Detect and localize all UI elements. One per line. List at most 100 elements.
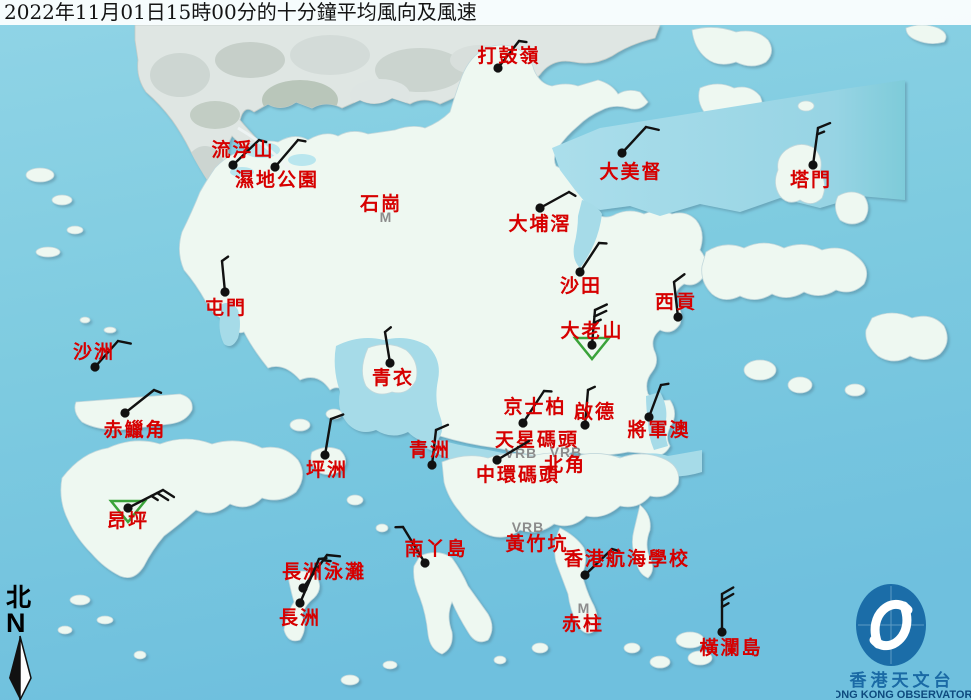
hko-name-en: HONG KONG OBSERVATORY — [836, 689, 971, 700]
station-waglan-island: 橫瀾島 — [699, 586, 762, 659]
station-label: 西貢 — [655, 291, 697, 313]
peng-chau-island — [310, 447, 346, 475]
hko-name-zh: 香港天文台 — [850, 670, 955, 691]
wind-barb-shaft — [93, 339, 120, 369]
station-label: 塔門 — [790, 168, 832, 191]
wind-barb-feather — [593, 303, 608, 312]
wind-barb-shaft — [401, 525, 427, 565]
station-ngong-ping: 昂坪 — [107, 488, 176, 532]
station-label: 流浮山 — [211, 138, 274, 161]
wind-barb-shaft — [538, 190, 571, 210]
station-sha-tin: 沙田 — [560, 241, 608, 297]
wind-barb-feather — [672, 273, 686, 284]
station-stanley: M赤柱 — [562, 600, 602, 635]
wind-barb-shaft — [578, 241, 601, 274]
fishponds — [288, 154, 316, 166]
station-dot — [587, 340, 597, 350]
east-islands — [865, 312, 948, 362]
wind-barb-feather — [116, 339, 132, 345]
wind-barb-feather — [321, 559, 332, 563]
tseung-kwan-o-inlet-water — [646, 392, 668, 450]
wind-barb-feather — [816, 121, 832, 130]
station-dot — [673, 312, 683, 322]
wind-barb-feather — [296, 138, 307, 143]
station-dot — [295, 598, 305, 608]
station-label: 沙田 — [560, 275, 602, 297]
station-dot — [518, 418, 528, 428]
station-dot — [580, 570, 590, 580]
station-dot — [580, 420, 590, 430]
station-label: 打鼓嶺 — [477, 44, 540, 67]
tsing-yi-island — [362, 344, 418, 395]
station-dot — [120, 408, 130, 418]
station-label: 屯門 — [205, 296, 247, 319]
station-label: 濕地公園 — [235, 168, 319, 191]
station-tseung-kwan-o: 將軍澳 — [627, 382, 689, 441]
station-label: 大埔滘 — [508, 212, 571, 235]
station-label: 赤鱲角 — [103, 418, 166, 441]
station-dot — [270, 162, 280, 172]
gust-triangle-icon — [108, 499, 148, 524]
station-dot — [575, 267, 585, 277]
station-sha-chau: 沙洲 — [73, 339, 132, 372]
station-tai-po-kau: 大埔滘 — [508, 190, 577, 235]
small-islands — [25, 100, 866, 686]
station-shek-kong: M石崗 — [359, 192, 400, 225]
wind-barb-shaft — [521, 389, 546, 425]
station-dot — [123, 503, 133, 513]
station-label: 北角 — [544, 453, 586, 476]
station-label: 橫瀾島 — [699, 636, 762, 659]
station-dot — [420, 558, 430, 568]
station-hk-sea-school: 香港航海學校 — [563, 547, 688, 580]
wind-barb-shaft — [583, 547, 614, 577]
wind-barb-feather — [720, 602, 730, 609]
station-tai-mei-tuk: 大美督 — [599, 125, 661, 183]
station-dot — [717, 627, 727, 637]
station-label: 長洲 — [279, 607, 321, 629]
station-label: 天星碼頭 — [495, 429, 579, 451]
wind-barb-feather — [317, 556, 328, 561]
wind-barb-shaft — [231, 138, 261, 167]
station-tuen-mun: 屯門 — [205, 255, 247, 319]
station-central-pier: 中環碼頭 — [476, 439, 560, 486]
wind-barb-feather — [593, 309, 608, 318]
daguilar-peninsula — [632, 504, 653, 579]
station-dot — [617, 148, 627, 158]
station-label: 啟德 — [574, 400, 616, 423]
station-label: 昂坪 — [107, 510, 149, 532]
tuen-mun-river-water — [219, 302, 240, 346]
wind-barb-shaft — [583, 388, 590, 427]
map-title: 2022年11月01日15時00分的十分鐘平均風向及風速 — [4, 0, 477, 24]
wind-barb-shaft — [495, 439, 531, 462]
station-label: 中環碼頭 — [476, 463, 560, 486]
wind-barb-shaft — [620, 125, 648, 155]
wind-barb-feather — [586, 385, 596, 392]
wind-barb-feather — [644, 125, 660, 132]
wind-barb-feather — [150, 494, 159, 502]
station-tsing-yi: 青衣 — [372, 326, 412, 389]
station-chek-lap-kok: 赤鱲角 — [103, 388, 166, 441]
station-kai-tak: 啟德 — [574, 385, 616, 430]
station-label: 大老山 — [560, 319, 623, 342]
station-wetland-park: 濕地公園 — [235, 138, 319, 191]
station-label: 長洲泳灘 — [282, 560, 366, 583]
hko-logo: 香港天文台 HONG KONG OBSERVATORY — [836, 584, 971, 700]
wind-barb-shaft — [323, 417, 333, 457]
station-lamma-island: 南丫島 — [394, 525, 466, 568]
station-dot — [535, 203, 545, 213]
wind-barb-feather — [720, 586, 735, 596]
wind-barb-feather — [720, 592, 735, 602]
station-dot — [493, 63, 503, 73]
wind-barb-feather — [517, 39, 528, 44]
station-green-island: 青洲 — [409, 423, 450, 470]
hko-logo-icon — [856, 584, 926, 666]
station-tap-mun: 塔門 — [790, 121, 832, 191]
station-cheung-chau: 長洲 — [279, 556, 328, 629]
tap-mun-islands — [835, 191, 869, 225]
wind-barb-shaft — [383, 330, 392, 365]
airport-island — [74, 393, 193, 431]
station-label: 沙洲 — [73, 341, 115, 363]
